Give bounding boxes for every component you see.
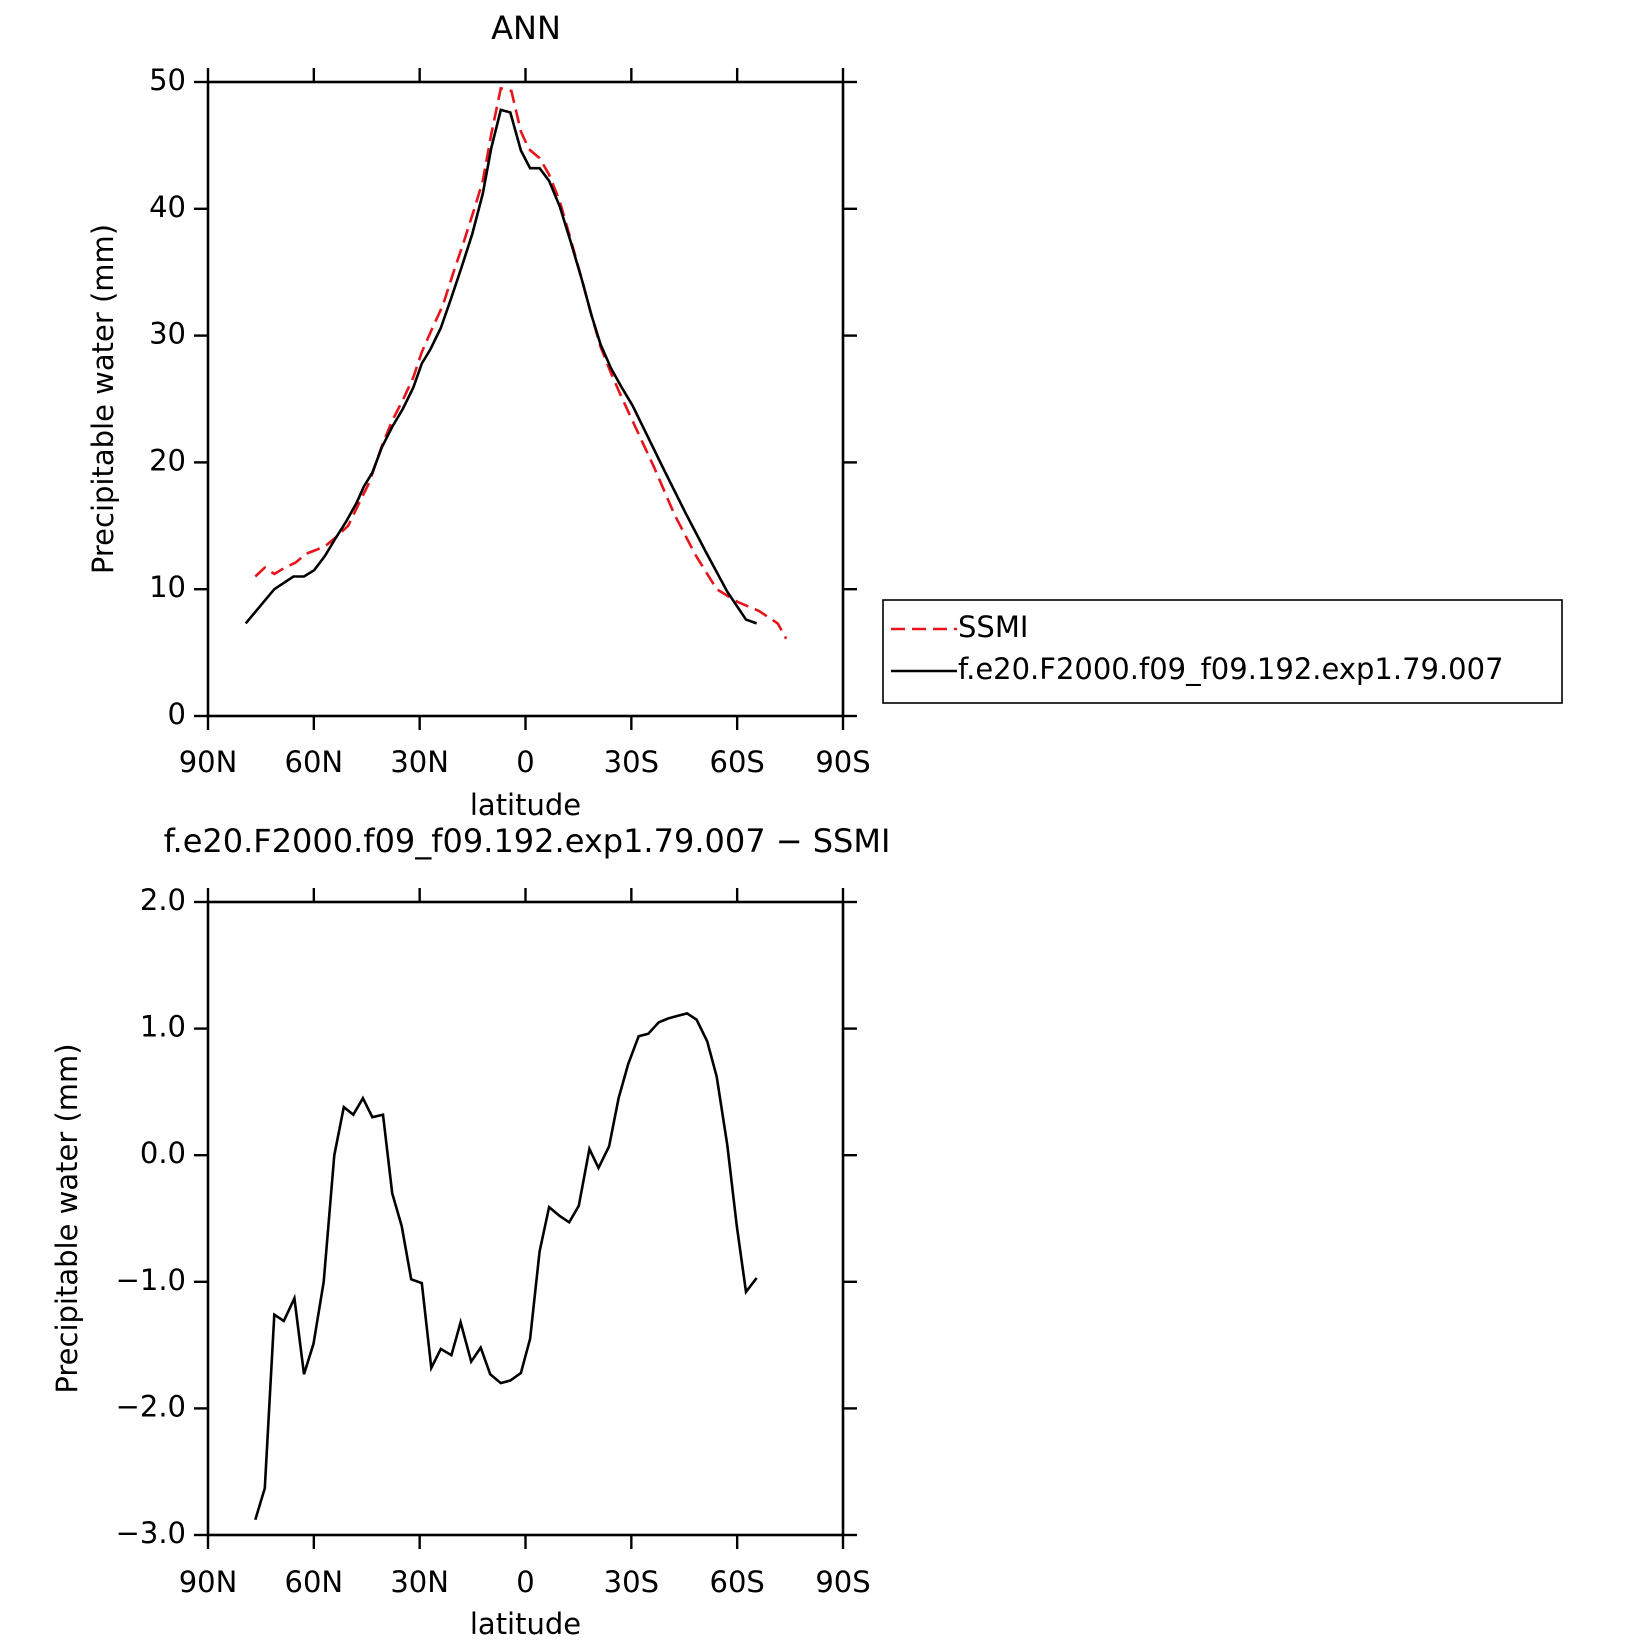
y-tick-label: 30 [149,317,186,351]
plot-frame [206,80,845,718]
x-tick-label: 90N [179,1565,238,1599]
x-tick-label: 60S [710,745,765,779]
chart-title: f.e20.F2000.f09_f09.192.exp1.79.007 − SS… [164,822,891,860]
x-tick-label: 90S [815,745,870,779]
x-axis-label: latitude [470,788,581,822]
x-tick-label: 90S [815,1565,870,1599]
y-tick-label: 1.0 [140,1010,186,1044]
data-line [244,108,758,625]
y-tick-label: 2.0 [140,883,186,917]
y-tick-label: −3.0 [116,1516,186,1550]
data-line [254,1011,758,1521]
y-tick-label: 20 [149,443,186,477]
x-tick-label: 30S [604,745,659,779]
y-tick-label: −2.0 [116,1389,186,1423]
x-tick-label: 30S [604,1565,659,1599]
y-tick-label: 0.0 [140,1136,186,1170]
legend-label: SSMI [958,610,1028,644]
legend-box [882,599,1563,704]
chart-title: ANN [491,9,561,47]
x-tick-label: 0 [516,1565,534,1599]
x-tick-label: 30N [390,745,449,779]
y-tick-label: 40 [149,190,186,224]
x-tick-label: 0 [516,745,534,779]
y-tick-label: 50 [149,63,186,97]
y-tick-label: −1.0 [116,1263,186,1297]
legend-label: f.e20.F2000.f09_f09.192.exp1.79.007 [958,652,1504,686]
x-tick-label: 30N [390,1565,449,1599]
y-tick-label: 0 [168,697,186,731]
x-axis-label: latitude [470,1607,581,1641]
y-axis-label: Precipitable water (mm) [86,224,120,574]
x-tick-label: 90N [179,745,238,779]
y-tick-label: 10 [149,570,186,604]
x-tick-label: 60N [285,745,344,779]
plot-frame [206,900,845,1537]
x-tick-label: 60N [285,1565,344,1599]
x-tick-label: 60S [710,1565,765,1599]
y-axis-label: Precipitable water (mm) [50,1043,84,1393]
data-line [254,86,788,640]
